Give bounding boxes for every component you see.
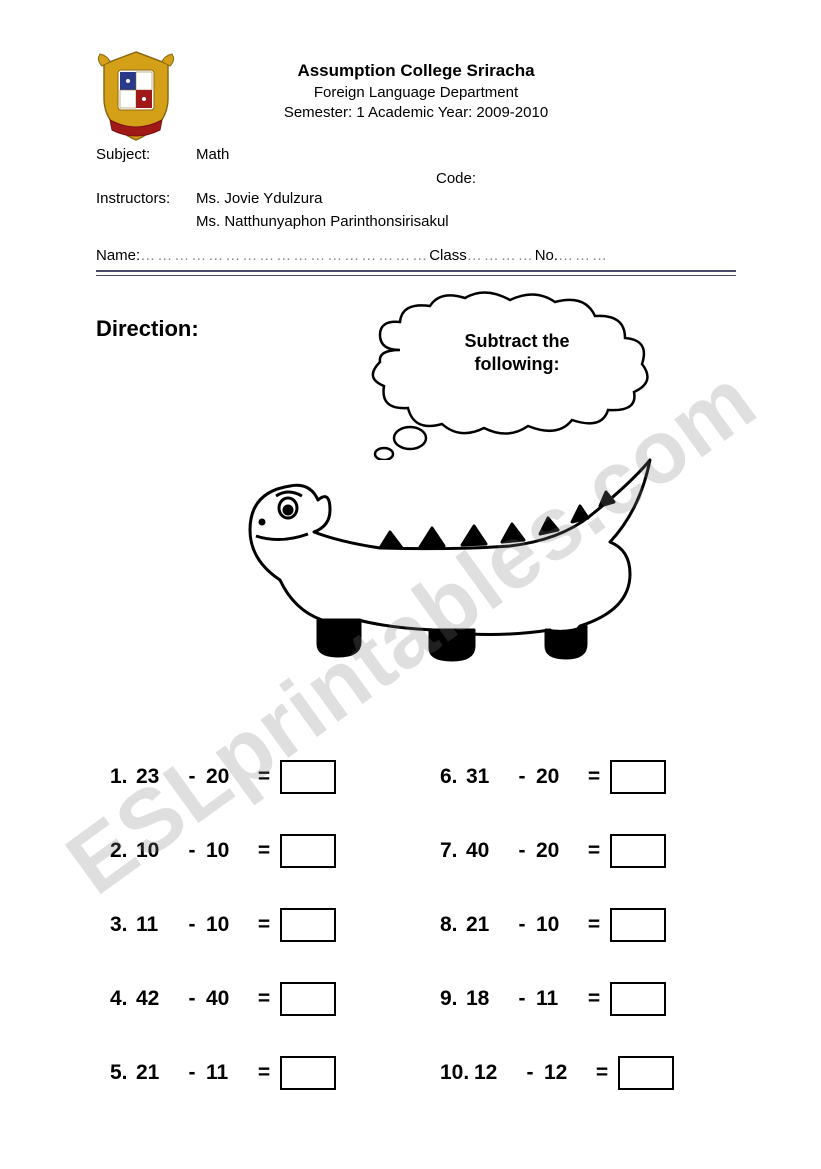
problem-4: 4. 42 - 40 = <box>110 982 440 1016</box>
problem-10: 10. 12 - 12 = <box>440 1056 770 1090</box>
header-text: Assumption College Sriracha Foreign Lang… <box>96 60 736 123</box>
subject-label: Subject: <box>96 143 196 166</box>
worksheet-page: ESLprintables.com Assumption College Sri… <box>0 0 821 1169</box>
problems-grid: 1. 23 - 20 = 6. 31 - 20 = 2. 10 - 10 <box>110 760 750 1090</box>
class-label: Class <box>429 247 467 264</box>
answer-box-10[interactable] <box>618 1056 674 1090</box>
problem-3: 3. 11 - 10 = <box>110 908 440 942</box>
answer-box-9[interactable] <box>610 982 666 1016</box>
name-dots[interactable]: …………………………………………… <box>140 247 429 264</box>
bubble-line-2: following: <box>475 354 560 374</box>
bubble-text: Subtract the following: <box>432 330 602 377</box>
no-label: No. <box>535 247 558 264</box>
instructors-label: Instructors: <box>96 187 196 210</box>
answer-box-5[interactable] <box>280 1056 336 1090</box>
problem-6: 6. 31 - 20 = <box>440 760 770 794</box>
no-dots[interactable]: ……… <box>558 247 609 264</box>
department-name: Foreign Language Department <box>96 83 736 103</box>
header-block: Assumption College Sriracha Foreign Lang… <box>96 60 736 276</box>
answer-box-3[interactable] <box>280 908 336 942</box>
class-dots[interactable]: ………… <box>467 247 535 264</box>
answer-box-8[interactable] <box>610 908 666 942</box>
problem-7: 7. 40 - 20 = <box>440 834 770 868</box>
bubble-line-1: Subtract the <box>464 331 569 351</box>
instructor-2: Ms. Natthunyaphon Parinthonsirisakul <box>196 210 736 233</box>
name-row: Name: …………………………………………… Class ………… No. …… <box>96 247 736 264</box>
info-grid: Subject: Math Code: Instructors: Ms. Jov… <box>96 143 736 233</box>
code-label: Code: <box>436 167 476 190</box>
answer-box-7[interactable] <box>610 834 666 868</box>
header-rule <box>96 270 736 276</box>
problem-5: 5. 21 - 11 = <box>110 1056 440 1090</box>
name-label: Name: <box>96 247 140 264</box>
school-name: Assumption College Sriracha <box>96 60 736 83</box>
instructor-1: Ms. Jovie Ydulzura <box>196 187 736 210</box>
subject-value: Math <box>196 143 736 166</box>
problem-2: 2. 10 - 10 = <box>110 834 440 868</box>
problem-9: 9. 18 - 11 = <box>440 982 770 1016</box>
problem-8: 8. 21 - 10 = <box>440 908 770 942</box>
dinosaur-icon <box>190 430 670 690</box>
answer-box-4[interactable] <box>280 982 336 1016</box>
answer-box-6[interactable] <box>610 760 666 794</box>
semester-line: Semester: 1 Academic Year: 2009-2010 <box>96 103 736 123</box>
direction-label: Direction: <box>96 316 199 342</box>
problem-1: 1. 23 - 20 = <box>110 760 440 794</box>
answer-box-2[interactable] <box>280 834 336 868</box>
answer-box-1[interactable] <box>280 760 336 794</box>
problems-area: 1. 23 - 20 = 6. 31 - 20 = 2. 10 - 10 <box>110 760 750 1090</box>
